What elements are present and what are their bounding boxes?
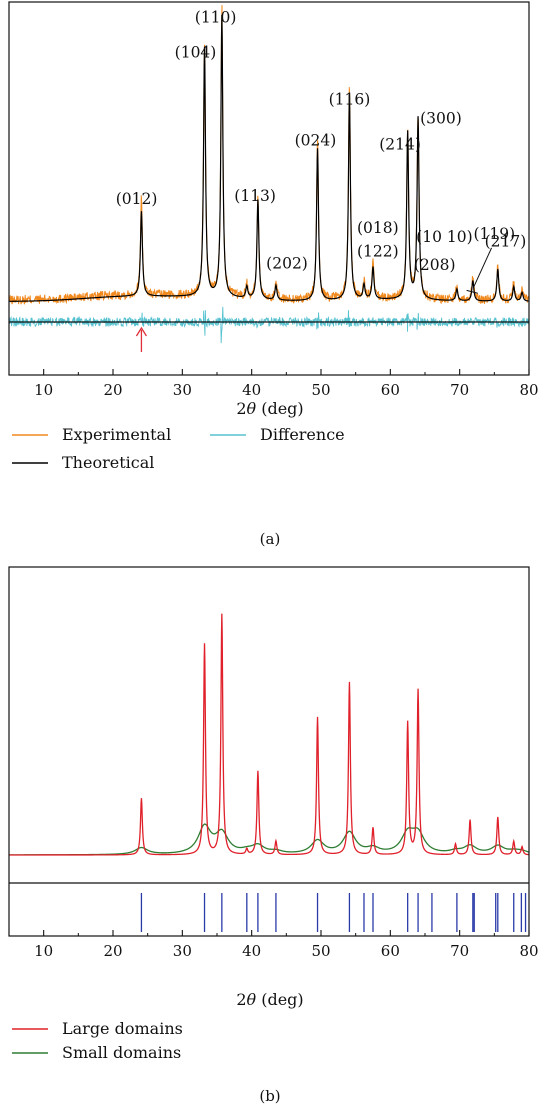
reflection-marker-arrow — [135, 326, 147, 352]
x-tick-label: 50 — [311, 381, 330, 399]
large-domains-line — [9, 613, 530, 856]
chart-panel-b: 10 20 30 40 50 60 70 80 2θ (deg) Large domains S… — [8, 566, 539, 1105]
legend-label: Theoretical — [62, 453, 154, 472]
x-tick-label: 60 — [381, 942, 400, 960]
peak-label: (012) — [116, 190, 158, 208]
peak-annotations: (012) (104) (110) (113) (202) (024) (116) (018)… — [116, 8, 527, 294]
peak-label: (300) — [420, 109, 462, 127]
legend-label: Difference — [260, 425, 345, 444]
marker-arrow-head — [135, 326, 147, 337]
plot-frame-a — [8, 1, 530, 376]
reflection-ticks — [140, 893, 527, 932]
x-tick-label: 30 — [173, 381, 192, 399]
annotation-leader-119 — [473, 247, 493, 288]
panel-label-b: (b) — [259, 1087, 280, 1105]
peak-label: (208) — [414, 256, 456, 274]
x-tick-label: 30 — [173, 942, 192, 960]
peak-label: (217) — [485, 232, 527, 250]
small-domains-line — [9, 823, 530, 856]
x-tick-label: 50 — [311, 942, 330, 960]
x-tick-label: 80 — [519, 381, 538, 399]
x-tick-label: 80 — [519, 942, 538, 960]
legend-label: Small domains — [62, 1043, 181, 1062]
legend-label: Experimental — [62, 425, 171, 444]
peak-label: (10 10) — [416, 228, 472, 246]
x-tick-label: 10 — [34, 942, 53, 960]
legend-label: Large domains — [62, 1019, 183, 1038]
difference-line — [8, 306, 530, 344]
theoretical-line — [8, 15, 530, 302]
x-tick-label: 20 — [103, 942, 122, 960]
x-tick-label: 70 — [450, 942, 469, 960]
peak-label: (113) — [234, 187, 276, 205]
x-tick-label: 60 — [381, 381, 400, 399]
peak-label: (122) — [357, 243, 399, 261]
peak-label: (104) — [175, 43, 217, 61]
large-domains-curve — [9, 613, 530, 856]
legend-a: Experimental Difference Theoretical — [12, 425, 345, 472]
legend-b: Large domains Small domains — [12, 1019, 183, 1062]
x-tick-label: 70 — [450, 381, 469, 399]
peak-label: (116) — [329, 90, 371, 108]
theoretical-curve — [8, 15, 530, 302]
peak-label: (024) — [295, 131, 337, 149]
chart-panel-a: (012) (104) (110) (113) (202) (024) (116) (018)… — [8, 1, 539, 548]
peak-label: (018) — [357, 219, 399, 237]
x-tick-label: 40 — [242, 942, 261, 960]
x-tick-label: 40 — [242, 381, 261, 399]
peak-label: (202) — [266, 254, 308, 272]
panel-label-a: (a) — [260, 530, 281, 548]
x-axis-label-a: 2θ (deg) — [236, 399, 303, 418]
peak-label: (214) — [379, 136, 421, 154]
annotation-leader-208 — [466, 289, 478, 294]
x-tick-label: 20 — [103, 381, 122, 399]
x-axis-a: 10 20 30 40 50 60 70 80 — [34, 369, 539, 399]
peak-label: (119) — [473, 225, 515, 243]
x-tick-label: 10 — [34, 381, 53, 399]
plot-frame-b — [8, 566, 530, 937]
peak-label: (110) — [195, 8, 237, 26]
x-axis-b: 10 20 30 40 50 60 70 80 — [34, 930, 539, 960]
small-domains-curve — [9, 823, 530, 856]
difference-curve — [8, 306, 530, 344]
x-axis-label-b: 2θ (deg) — [236, 990, 303, 1009]
